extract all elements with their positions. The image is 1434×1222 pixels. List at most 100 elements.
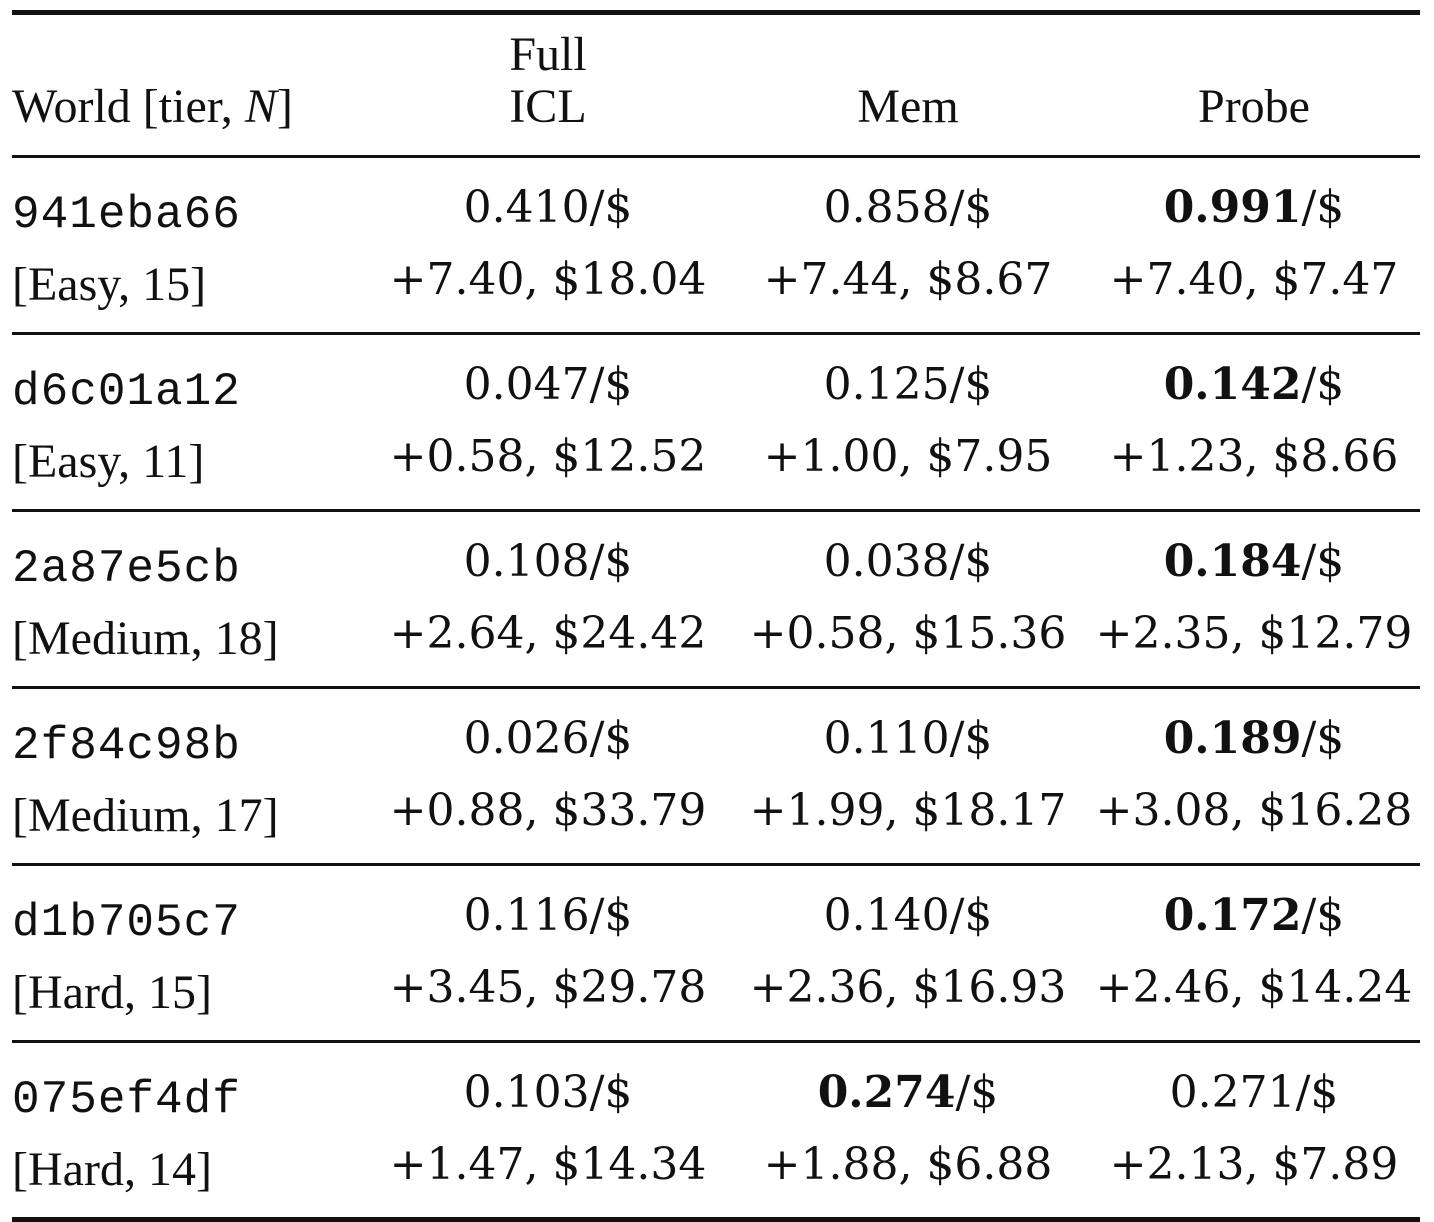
world-id: 941eba66 [12,189,241,241]
header-full-line2: ICL [509,80,587,133]
probe-cell: 0.184/$ +2.35, $12.79 [1088,511,1420,688]
world-id: d1b705c7 [12,897,241,949]
probe-score-unit: /$ [1301,890,1345,941]
probe-score-line: 0.184/$ [1088,526,1420,598]
header-world-close: ] [276,80,293,133]
mem-detail: +1.00, $7.95 [763,431,1053,482]
mem-score-unit: /$ [955,1067,999,1118]
probe-score-line: 0.271/$ [1088,1057,1420,1129]
full-icl-score-line: 0.108/$ [368,526,728,598]
table-row: 2f84c98b [Medium, 17] 0.026/$ +0.88, $33.79… [12,688,1420,865]
probe-score: 0.142 [1163,359,1302,410]
world-cell: 2f84c98b [Medium, 17] [12,688,368,865]
probe-detail: +2.46, $14.24 [1095,962,1413,1013]
probe-cell: 0.142/$ +1.23, $8.66 [1088,334,1420,511]
full-icl-score-line: 0.103/$ [368,1057,728,1129]
probe-detail: +7.40, $7.47 [1109,254,1399,305]
full-icl-score: 0.026 [463,713,590,764]
world-id: d6c01a12 [12,366,241,418]
table-row: d1b705c7 [Hard, 15] 0.116/$ +3.45, $29.78 0.… [12,865,1420,1042]
probe-cell: 0.172/$ +2.46, $14.24 [1088,865,1420,1042]
header-full-line1: Full [509,28,587,81]
world-tier: [Easy, 15] [12,258,207,311]
probe-score-unit: /$ [1301,713,1345,764]
probe-score-unit: /$ [1295,1067,1339,1118]
full-icl-score: 0.116 [463,890,590,941]
probe-score: 0.271 [1169,1067,1296,1118]
probe-detail: +3.08, $16.28 [1095,785,1413,836]
full-icl-score-unit: /$ [589,182,633,233]
mem-cell: 0.038/$ +0.58, $15.36 [728,511,1088,688]
probe-score-line: 0.172/$ [1088,880,1420,952]
world-cell: 2a87e5cb [Medium, 18] [12,511,368,688]
full-icl-score: 0.108 [463,536,590,587]
probe-detail: +2.13, $7.89 [1109,1139,1399,1190]
mem-detail: +1.88, $6.88 [763,1139,1053,1190]
world-tier: [Medium, 17] [12,789,279,842]
table-row: 075ef4df [Hard, 14] 0.103/$ +1.47, $14.34 0.… [12,1042,1420,1220]
mem-detail: +1.99, $18.17 [749,785,1067,836]
full-icl-cell: 0.116/$ +3.45, $29.78 [368,865,728,1042]
mem-score-unit: /$ [949,359,993,410]
mem-score-line: 0.274/$ [728,1057,1088,1129]
full-icl-detail: +1.47, $14.34 [389,1139,707,1190]
probe-score: 0.991 [1163,182,1302,233]
header-row: World [tier, N] Full ICL Mem Probe [12,12,1420,157]
table-body: 941eba66 [Easy, 15] 0.410/$ +7.40, $18.04 0.… [12,157,1420,1220]
header-world-label: World [tier, [12,80,245,133]
header-world-n: N [244,80,277,133]
full-icl-score: 0.410 [463,182,590,233]
mem-cell: 0.140/$ +2.36, $16.93 [728,865,1088,1042]
header-mem: Mem [857,80,959,133]
full-icl-score-unit: /$ [589,713,633,764]
full-icl-detail: +7.40, $18.04 [389,254,707,305]
full-icl-score-line: 0.116/$ [368,880,728,952]
full-icl-score-unit: /$ [589,890,633,941]
mem-score-line: 0.038/$ [728,526,1088,598]
full-icl-score-line: 0.047/$ [368,349,728,421]
full-icl-detail: +0.88, $33.79 [389,785,707,836]
full-icl-detail: +2.64, $24.42 [389,608,707,659]
table-header: World [tier, N] Full ICL Mem Probe [12,12,1420,157]
full-icl-score-unit: /$ [589,536,633,587]
mem-score-unit: /$ [949,536,993,587]
mem-detail: +0.58, $15.36 [749,608,1067,659]
full-icl-score-unit: /$ [589,1067,633,1118]
full-icl-score-unit: /$ [589,359,633,410]
mem-cell: 0.274/$ +1.88, $6.88 [728,1042,1088,1220]
probe-detail: +2.35, $12.79 [1095,608,1413,659]
header-full-icl-inner: Full ICL [509,29,586,133]
world-cell: 075ef4df [Hard, 14] [12,1042,368,1220]
mem-score-line: 0.140/$ [728,880,1088,952]
probe-score-line: 0.142/$ [1088,349,1420,421]
full-icl-score: 0.103 [463,1067,590,1118]
full-icl-cell: 0.108/$ +2.64, $24.42 [368,511,728,688]
probe-score-line: 0.189/$ [1088,703,1420,775]
probe-score-unit: /$ [1301,359,1345,410]
probe-score-line: 0.991/$ [1088,172,1420,244]
mem-score-unit: /$ [949,182,993,233]
mem-detail: +7.44, $8.67 [763,254,1053,305]
probe-detail: +1.23, $8.66 [1109,431,1399,482]
header-full-icl: Full ICL [368,13,728,157]
results-table-container: World [tier, N] Full ICL Mem Probe 941eb… [12,10,1420,1222]
mem-score-line: 0.858/$ [728,172,1088,244]
probe-score: 0.189 [1163,713,1302,764]
full-icl-cell: 0.103/$ +1.47, $14.34 [368,1042,728,1220]
probe-score-unit: /$ [1301,182,1345,233]
mem-score-unit: /$ [949,890,993,941]
mem-score: 0.274 [817,1067,956,1118]
table-row: 2a87e5cb [Medium, 18] 0.108/$ +2.64, $24.42… [12,511,1420,688]
full-icl-score-line: 0.410/$ [368,172,728,244]
results-table: World [tier, N] Full ICL Mem Probe 941eb… [12,10,1420,1222]
full-icl-detail: +0.58, $12.52 [389,431,707,482]
world-cell: d1b705c7 [Hard, 15] [12,865,368,1042]
world-id: 2f84c98b [12,720,241,772]
full-icl-detail: +3.45, $29.78 [389,962,707,1013]
world-tier: [Hard, 14] [12,1143,212,1196]
world-tier: [Easy, 11] [12,435,205,488]
mem-cell: 0.110/$ +1.99, $18.17 [728,688,1088,865]
mem-score: 0.140 [823,890,950,941]
probe-cell: 0.189/$ +3.08, $16.28 [1088,688,1420,865]
full-icl-cell: 0.410/$ +7.40, $18.04 [368,157,728,334]
